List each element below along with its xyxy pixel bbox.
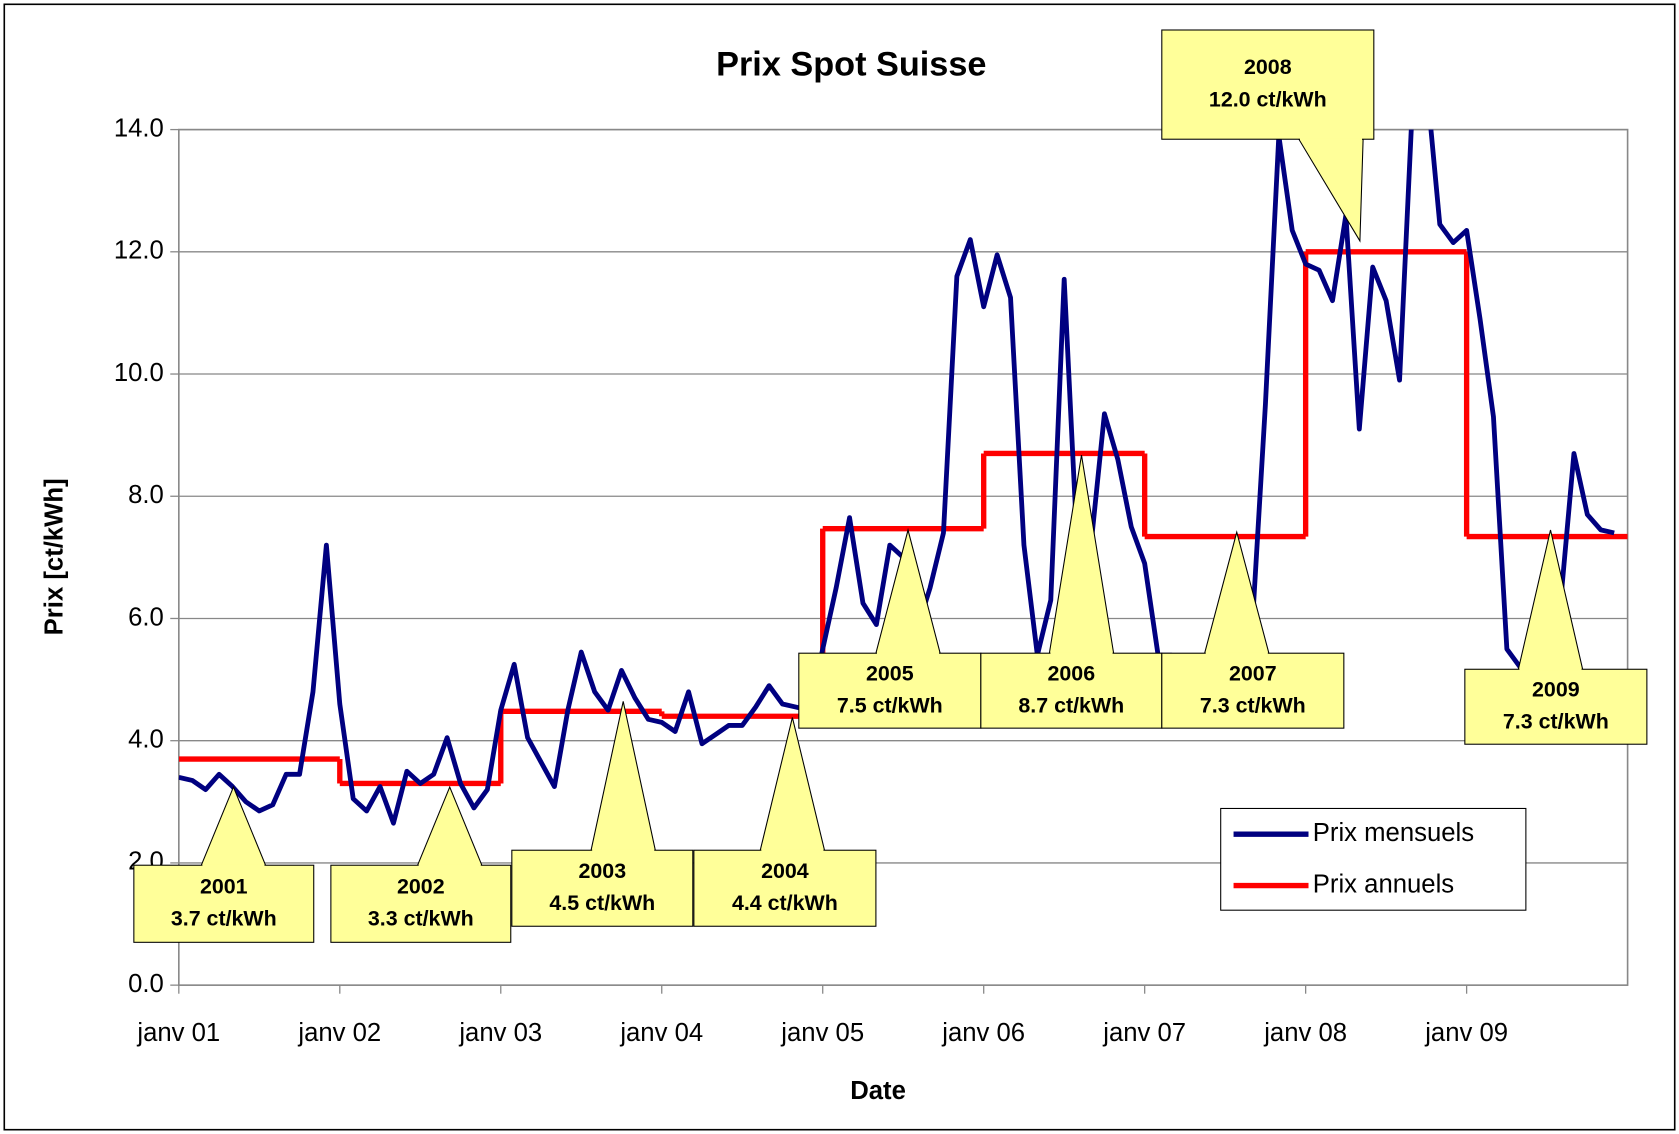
y-tick-label: 12.0 <box>114 237 164 265</box>
callout-value: 3.3 ct/kWh <box>368 906 474 930</box>
monthly-line <box>178 129 1615 826</box>
callout-box <box>511 849 694 927</box>
x-tick-label: janv 09 <box>1424 1019 1508 1047</box>
callout-box <box>798 652 982 729</box>
callout-value: 7.3 ct/kWh <box>1503 709 1609 733</box>
callout-year: 2009 <box>1532 677 1580 701</box>
callout-value: 12.0 ct/kWh <box>1209 87 1327 111</box>
x-tick-label: janv 04 <box>619 1019 703 1047</box>
callout-year: 2008 <box>1244 55 1292 79</box>
y-tick-label: 10.0 <box>114 359 164 387</box>
callout-box <box>1161 652 1345 729</box>
y-tick-label: 0.0 <box>128 970 164 998</box>
legend-label: Prix annuels <box>1313 870 1454 898</box>
callout-year: 2006 <box>1048 661 1096 685</box>
callout-box <box>693 849 877 927</box>
callout-year: 2003 <box>579 859 627 883</box>
y-tick-label: 6.0 <box>128 603 164 631</box>
x-tick-label: janv 08 <box>1263 1019 1347 1047</box>
callout-box <box>1464 668 1648 745</box>
callout-value: 7.5 ct/kWh <box>837 693 943 717</box>
callout-year: 2007 <box>1229 661 1277 685</box>
legend-box <box>1220 807 1527 911</box>
callout-year: 2005 <box>866 661 914 685</box>
callout-box <box>133 864 315 943</box>
x-tick-label: janv 05 <box>780 1019 864 1047</box>
callout-box <box>1161 29 1375 140</box>
x-tick-label: janv 07 <box>1102 1019 1186 1047</box>
callout-year: 2004 <box>761 859 809 883</box>
x-tick-label: janv 01 <box>136 1019 220 1047</box>
callout-year: 2001 <box>200 874 248 898</box>
chart-title: Prix Spot Suisse <box>716 45 986 83</box>
y-tick-label: 14.0 <box>114 114 164 142</box>
y-tick-label: 8.0 <box>128 481 164 509</box>
callout-box <box>980 652 1163 729</box>
x-tick-label: janv 02 <box>297 1019 381 1047</box>
callout-value: 4.4 ct/kWh <box>732 891 838 915</box>
legend-label: Prix mensuels <box>1313 819 1474 847</box>
callout-year: 2002 <box>397 874 445 898</box>
callout-box <box>330 864 512 943</box>
x-tick-label: janv 06 <box>941 1019 1025 1047</box>
callout-value: 3.7 ct/kWh <box>171 906 277 930</box>
callout-value: 4.5 ct/kWh <box>549 891 655 915</box>
callout-value: 7.3 ct/kWh <box>1200 693 1306 717</box>
callout-value: 8.7 ct/kWh <box>1018 693 1124 717</box>
x-tick-label: janv 03 <box>458 1019 542 1047</box>
x-axis-title: Date <box>850 1077 906 1105</box>
y-tick-label: 4.0 <box>128 725 164 753</box>
y-axis-title: Prix [ct/kWh] <box>40 478 68 635</box>
